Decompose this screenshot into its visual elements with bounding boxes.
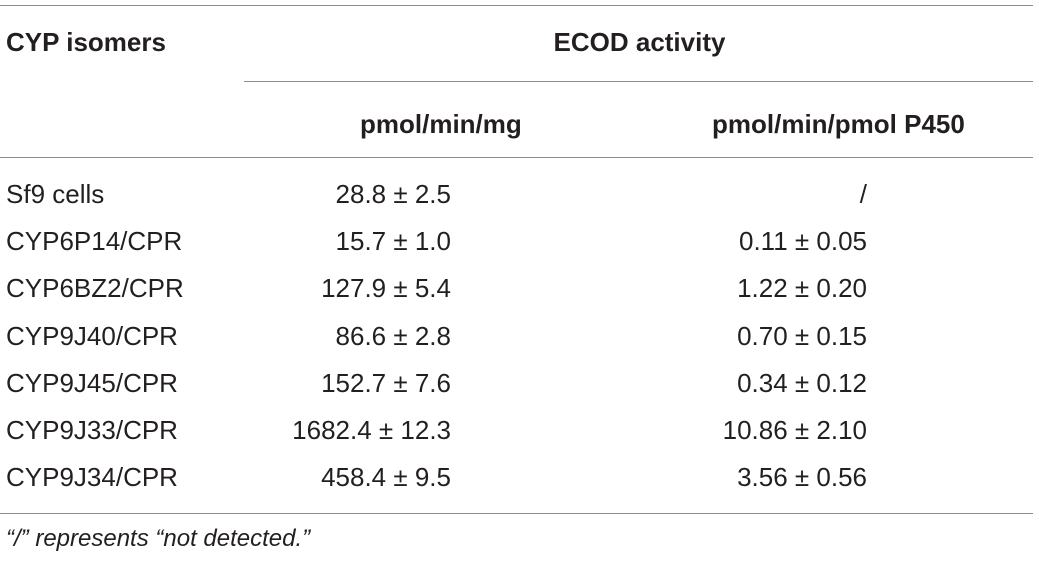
table-cell-pmol-min-mg: 458.4 ± 9.5 [321, 462, 451, 492]
table-cell-pmol-min-pmol-p450: 3.56 ± 0.56 [737, 462, 867, 492]
group-header: ECOD activity [553, 27, 726, 57]
table-cell-pmol-min-mg: 15.7 ± 1.0 [335, 226, 451, 256]
column-header-pmol-min-pmol-p450: pmol/min/pmol P450 [712, 109, 965, 139]
table-cell-pmol-min-mg: 86.6 ± 2.8 [335, 321, 451, 351]
table-row-label: Sf9 cells [6, 179, 105, 209]
table-cell-pmol-min-pmol-p450: / [859, 179, 867, 209]
header-bottom-rule [0, 157, 1033, 158]
table-row-label: CYP9J40/CPR [6, 321, 178, 351]
group-header-rule [244, 81, 1033, 82]
column-header-pmol-min-mg: pmol/min/mg [360, 109, 522, 139]
table-cell-pmol-min-mg: 28.8 ± 2.5 [335, 179, 451, 209]
table-cell-pmol-min-mg: 127.9 ± 5.4 [321, 273, 451, 303]
table-row-label: CYP6P14/CPR [6, 226, 183, 256]
table-cell-pmol-min-mg: 152.7 ± 7.6 [321, 368, 451, 398]
table-row-label: CYP6BZ2/CPR [6, 273, 184, 303]
table-row-label: CYP9J33/CPR [6, 415, 178, 445]
row-label-header: CYP isomers [6, 27, 166, 57]
table-cell-pmol-min-pmol-p450: 0.34 ± 0.12 [737, 368, 867, 398]
table-row-label: CYP9J45/CPR [6, 368, 178, 398]
top-rule [0, 5, 1033, 6]
table-cell-pmol-min-pmol-p450: 10.86 ± 2.10 [722, 415, 867, 445]
table-cell-pmol-min-mg: 1682.4 ± 12.3 [292, 415, 451, 445]
table-row-label: CYP9J34/CPR [6, 462, 178, 492]
table-cell-pmol-min-pmol-p450: 0.70 ± 0.15 [737, 321, 867, 351]
table-cell-pmol-min-pmol-p450: 1.22 ± 0.20 [737, 273, 867, 303]
bottom-rule [0, 513, 1033, 514]
table-cell-pmol-min-pmol-p450: 0.11 ± 0.05 [739, 226, 867, 256]
table-footnote: “/” represents “not detected.” [6, 525, 311, 552]
